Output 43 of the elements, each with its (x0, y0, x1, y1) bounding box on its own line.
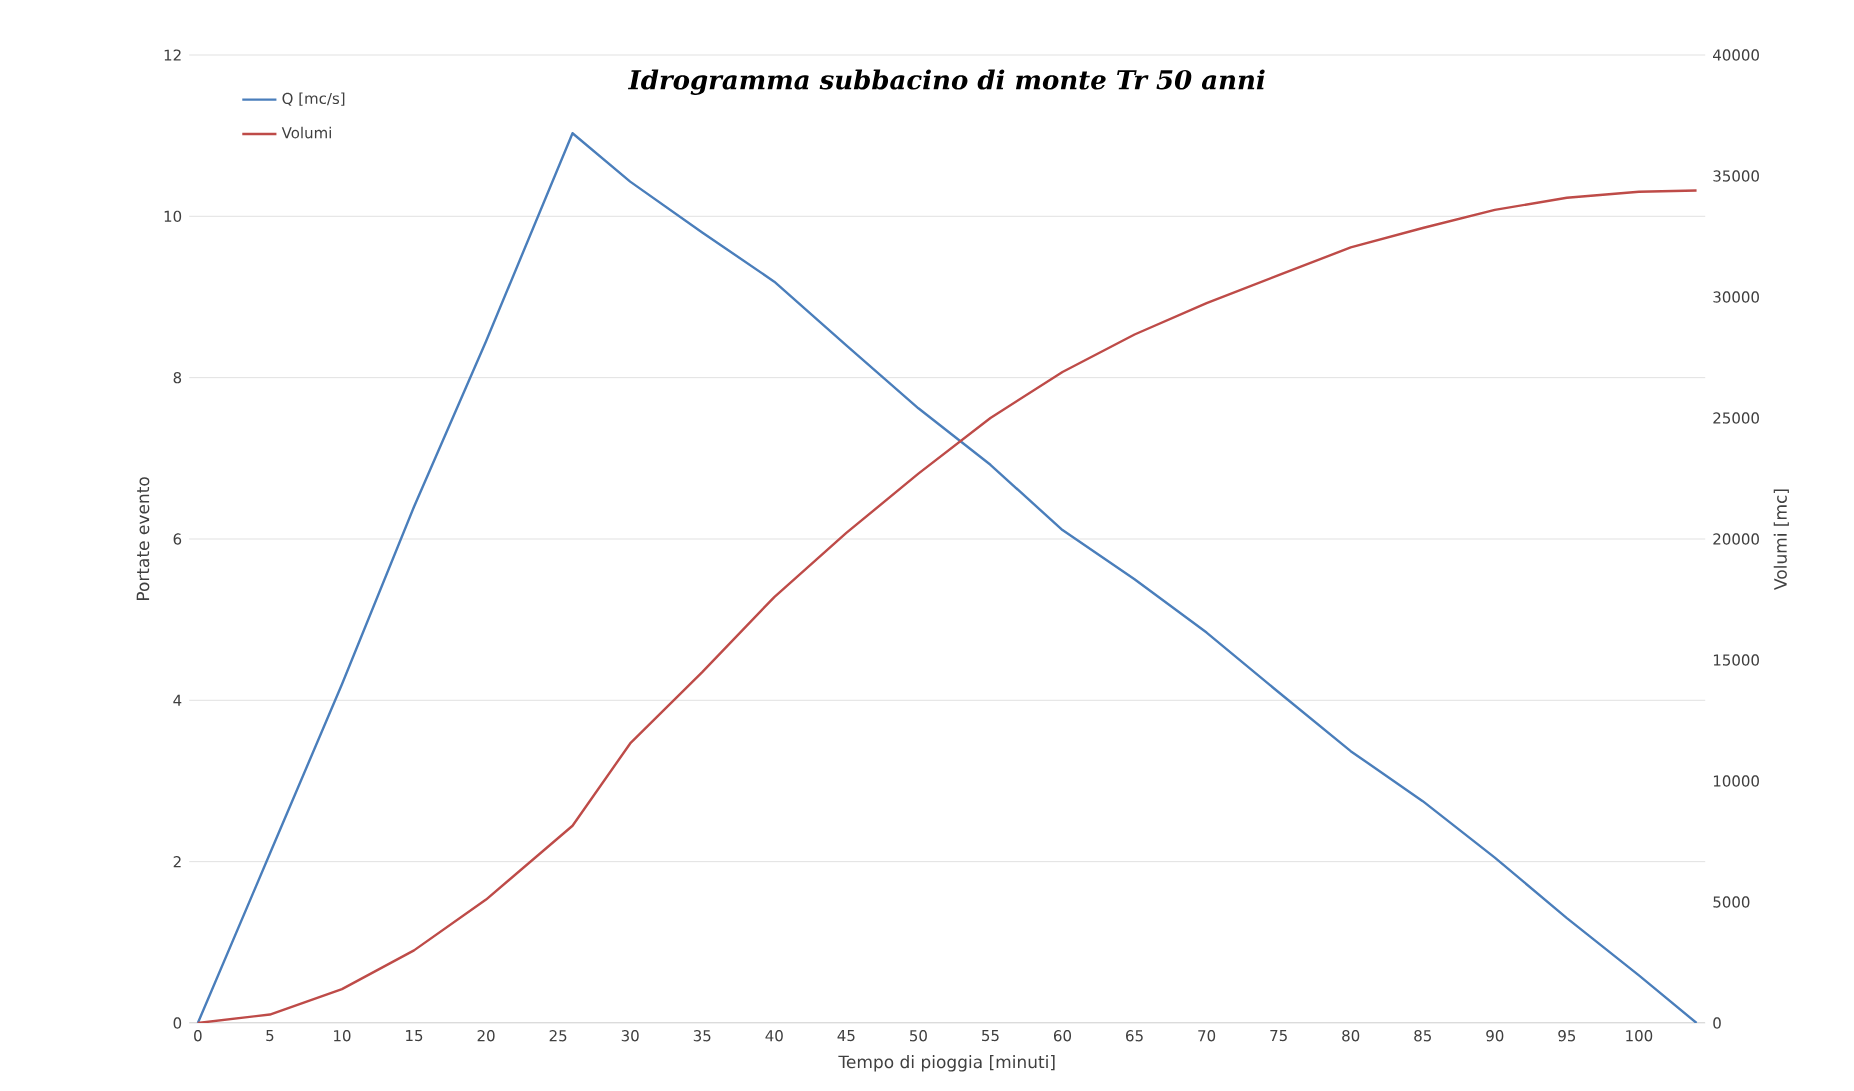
x-tick-label: 75 (1270, 1030, 1287, 1042)
text: Idrogramma subbacino di monte Tr 50 anni (627, 69, 1265, 95)
x-tick-label: 90 (1486, 1030, 1504, 1042)
x-tick-label: 55 (982, 1030, 999, 1042)
y2-tick-label: 40000 (1713, 49, 1759, 61)
y2-tick-label: 30000 (1713, 291, 1759, 303)
x-tick-label: 25 (549, 1030, 567, 1042)
x-tick-label: 70 (1198, 1030, 1216, 1042)
x-tick-label: 65 (1126, 1030, 1143, 1042)
x-tick-label: 15 (406, 1030, 423, 1042)
y2-tick-label: 25000 (1713, 412, 1759, 424)
y2-tick-label: 35000 (1713, 170, 1759, 182)
x-tick-label: 0 (194, 1030, 202, 1042)
y2-tick-label: 5000 (1713, 896, 1750, 908)
y-tick-label: 2 (173, 856, 181, 868)
x-tick-label: 80 (1342, 1030, 1360, 1042)
x-axis-title: Tempo di pioggia [minuti] (838, 1055, 1055, 1072)
x-tick-label: 95 (1558, 1030, 1576, 1042)
legend-label: Q [mc/s] (282, 92, 345, 106)
x-tick-label: 60 (1053, 1030, 1072, 1042)
x-tick-label: 40 (765, 1030, 783, 1042)
y-tick-label: 0 (173, 1017, 182, 1029)
x-tick-label: 85 (1414, 1030, 1431, 1042)
y-tick-label: 6 (173, 533, 182, 545)
x-tick-label: 20 (477, 1030, 495, 1042)
x-tick-label: 10 (334, 1030, 351, 1042)
y2-tick-label: 0 (1713, 1017, 1721, 1029)
x-tick-label: 100 (1626, 1030, 1653, 1042)
y-tick-label: 12 (164, 49, 181, 61)
x-tick-label: 45 (837, 1030, 855, 1042)
y2-tick-label: 10000 (1713, 775, 1759, 787)
y-axis-title: Portate evento (136, 477, 150, 601)
y-tick-label: 8 (173, 371, 182, 384)
y2-tick-label: 20000 (1713, 533, 1759, 545)
legend-label: Volumi (281, 126, 331, 139)
y2-axis-title: Volumi [mc] (1773, 489, 1789, 590)
y-tick-label: 4 (173, 694, 182, 706)
x-tick-label: 30 (621, 1030, 639, 1042)
y-tick-label: 10 (164, 210, 182, 222)
x-tick-label: 5 (266, 1030, 274, 1042)
x-tick-label: 50 (910, 1030, 927, 1042)
x-tick-label: 35 (693, 1030, 711, 1042)
y2-tick-label: 15000 (1713, 654, 1759, 666)
